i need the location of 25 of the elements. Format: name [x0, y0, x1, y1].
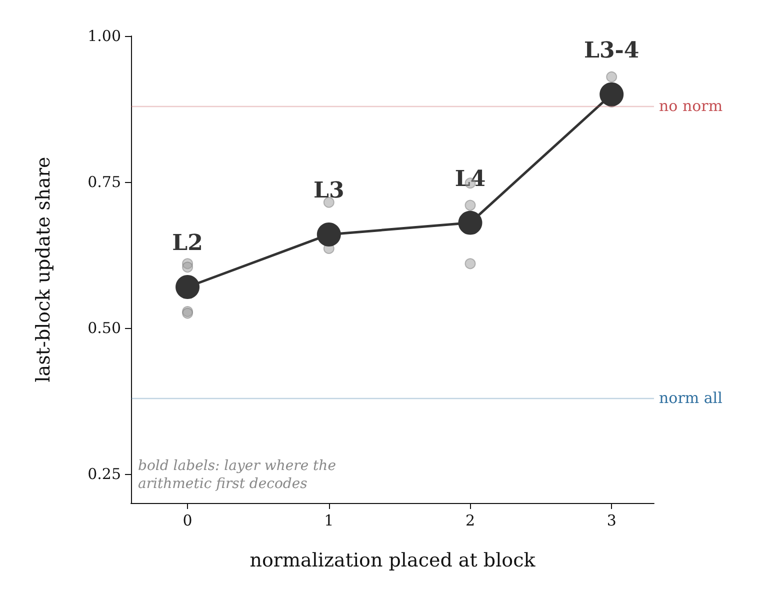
point — [606, 71, 618, 82]
x-tick-label: 1 — [324, 512, 334, 530]
y-axis-title: last-block update share — [32, 156, 54, 382]
annotation: L2 — [172, 230, 203, 256]
point — [176, 275, 200, 300]
point — [458, 210, 482, 235]
annotation: bold labels: layer where the arithmetic first decodes — [138, 458, 336, 492]
point — [316, 222, 341, 246]
x-tick-label: 3 — [606, 512, 616, 530]
y-tick-label: 0.75 — [88, 172, 121, 191]
y-tick-label: 1.00 — [88, 27, 121, 45]
ref-line-label: no norm — [659, 97, 723, 116]
y-tick-label: 0.25 — [88, 464, 121, 483]
annotation: L3-4 — [584, 37, 640, 64]
ref-line-label: norm all — [659, 388, 723, 407]
x-tick-label: 2 — [465, 512, 476, 530]
point — [464, 258, 476, 270]
annotation: L3 — [314, 177, 344, 204]
point — [182, 262, 194, 273]
y-tick-label: 0.50 — [88, 318, 121, 337]
point — [464, 200, 476, 211]
x-axis-title: normalization placed at block — [250, 550, 536, 572]
point — [600, 82, 624, 106]
annotation: L4 — [454, 166, 486, 192]
x-tick-label: 0 — [182, 512, 192, 530]
